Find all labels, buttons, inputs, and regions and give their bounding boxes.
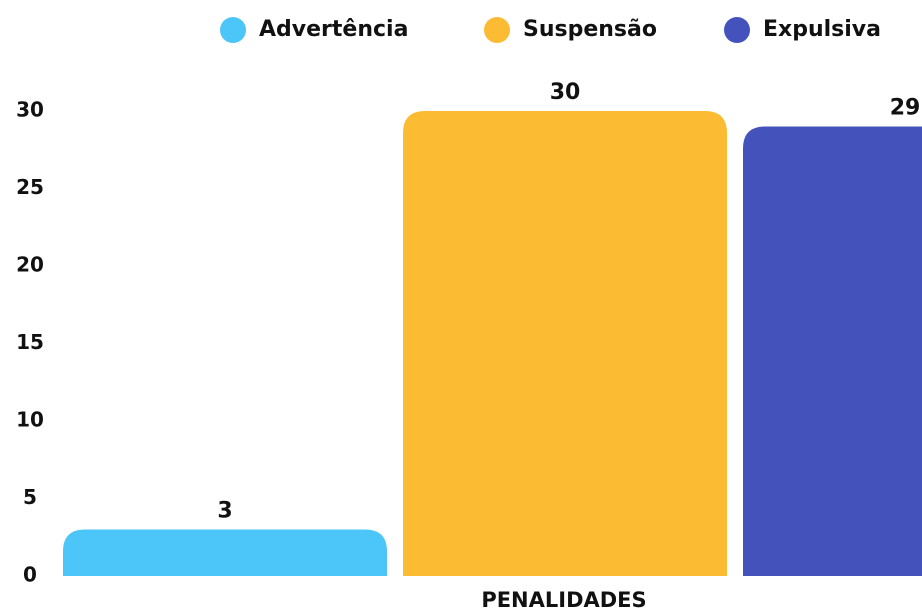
legend-label: Advertência bbox=[259, 17, 408, 42]
legend-label: Expulsiva bbox=[763, 17, 881, 42]
y-tick-label: 25 bbox=[16, 175, 44, 199]
legend-swatch bbox=[220, 17, 246, 43]
bar bbox=[403, 111, 727, 576]
bar bbox=[743, 126, 922, 576]
y-tick-label: 20 bbox=[16, 253, 44, 277]
y-tick-label: 15 bbox=[16, 330, 44, 354]
value-label: 29 bbox=[890, 96, 921, 121]
legend-label: Suspensão bbox=[523, 17, 657, 42]
bar bbox=[63, 529, 387, 576]
y-tick-label: 10 bbox=[16, 408, 44, 432]
y-tick-label: 5 bbox=[23, 485, 37, 509]
y-tick-label: 30 bbox=[16, 98, 44, 122]
x-tick-label: PENALIDADES bbox=[481, 588, 646, 612]
value-label: 30 bbox=[550, 80, 581, 105]
y-tick-label: 0 bbox=[23, 563, 37, 587]
value-label: 3 bbox=[217, 499, 232, 524]
legend-swatch bbox=[484, 17, 510, 43]
legend-swatch bbox=[724, 17, 750, 43]
